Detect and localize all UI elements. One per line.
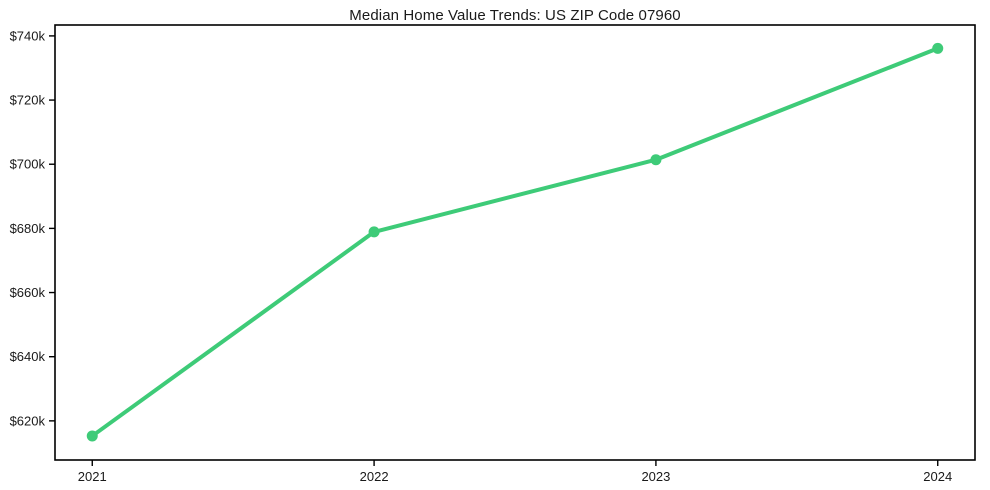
- y-tick-label: $620k: [10, 413, 46, 428]
- data-point-marker-2022: [368, 226, 380, 238]
- x-tick-label: 2024: [923, 469, 952, 484]
- chart-title: Median Home Value Trends: US ZIP Code 07…: [349, 7, 681, 24]
- y-tick-label: $700k: [10, 157, 46, 172]
- trend-line: [90, 46, 940, 438]
- data-point-marker-2021: [86, 430, 98, 442]
- data-point-marker-2023: [650, 154, 662, 166]
- x-tick-label: 2021: [78, 469, 107, 484]
- x-tick-label: 2022: [360, 469, 389, 484]
- y-tick-label: $740k: [10, 28, 46, 43]
- y-tick-label: $720k: [10, 93, 46, 108]
- x-tick-label: 2023: [641, 469, 670, 484]
- y-tick-label: $640k: [10, 349, 46, 364]
- y-tick-label: $680k: [10, 221, 46, 236]
- data-point-marker-2024: [932, 42, 944, 54]
- y-tick-label: $660k: [10, 285, 46, 300]
- plot-area-border: [54, 24, 976, 461]
